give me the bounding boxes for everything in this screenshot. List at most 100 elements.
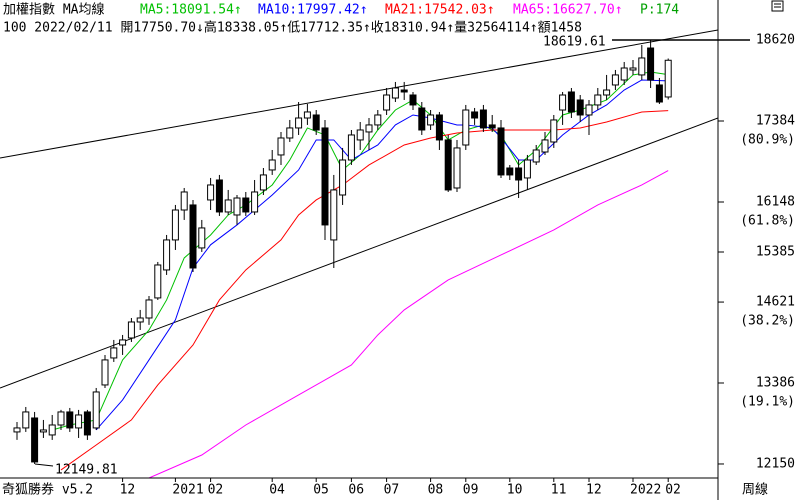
candle-body <box>427 114 435 126</box>
brand: 奇狐勝券 v5.2 <box>2 482 93 498</box>
x-tick-label: 02 <box>665 483 681 498</box>
candle-body <box>515 167 523 181</box>
quote-line: 100 2022/02/11 開17750.70↓高18338.05↑低1771… <box>3 20 582 36</box>
legend-entry: MA65:16627.70↑ <box>513 3 623 18</box>
candle-body <box>471 111 479 119</box>
ratio-label: (38.2%) <box>740 314 795 329</box>
ratio-label: (19.1%) <box>740 394 795 409</box>
candle-body <box>22 411 30 429</box>
candle-body <box>559 94 567 111</box>
candle-body <box>523 159 531 179</box>
candle-body <box>585 104 593 116</box>
candle-body <box>145 299 153 319</box>
candle-body <box>611 74 619 86</box>
candle-body <box>207 184 215 201</box>
x-tick-label: 10 <box>507 483 523 498</box>
candle-body <box>101 359 109 386</box>
candle-body <box>629 67 637 71</box>
x-tick-label: 09 <box>463 483 479 498</box>
candle-body <box>541 139 549 153</box>
candle-body <box>286 127 294 139</box>
candle-body <box>251 191 259 213</box>
candle-body <box>506 167 514 176</box>
candle-body <box>594 94 602 106</box>
candle-body <box>356 129 364 141</box>
x-tick-label: 05 <box>313 483 329 498</box>
legend-entry: MA10:17997.42↑ <box>258 3 368 18</box>
candle-body <box>268 159 276 171</box>
candle-body <box>365 124 373 133</box>
candle-body <box>418 107 426 131</box>
candle-body <box>409 94 417 106</box>
candle-body <box>312 114 320 131</box>
candle-body <box>638 57 646 76</box>
candle-body <box>66 411 74 429</box>
candle-body <box>48 424 56 436</box>
candle-body <box>39 429 47 433</box>
x-tick-label: 12 <box>586 483 602 498</box>
x-tick-label: 08 <box>428 483 444 498</box>
candle-body <box>347 134 355 161</box>
legend-entry: MA21:17542.03↑ <box>385 3 495 18</box>
y-tick-label: 18620 <box>756 33 795 48</box>
y-tick-label: 15385 <box>756 244 795 259</box>
x-tick-label: 12 <box>120 483 136 498</box>
candle-body <box>277 137 285 156</box>
candle-body <box>171 209 179 241</box>
x-tick-label: 2022 <box>630 483 661 498</box>
trend-line <box>0 29 718 159</box>
candle-body <box>127 321 135 339</box>
candle-body <box>532 149 540 163</box>
candle-body <box>110 347 118 359</box>
plot-area <box>0 29 718 478</box>
candle-body <box>647 47 655 81</box>
candle-body <box>13 427 21 433</box>
x-tick-label: 04 <box>269 483 285 498</box>
candle-body <box>603 89 611 96</box>
y-tick-label: 14621 <box>756 295 795 310</box>
high-annotation: 18619.61 <box>543 35 606 50</box>
candle-body <box>488 124 496 129</box>
candle-body <box>383 94 391 111</box>
p-value: P:174 <box>640 3 679 18</box>
candle-body <box>400 89 408 93</box>
candle-body <box>242 197 250 213</box>
candle-body <box>550 119 558 143</box>
candle-body <box>136 317 144 323</box>
candle-body <box>215 179 223 213</box>
y-tick-label: 17384 <box>756 114 795 129</box>
candle-body <box>567 91 575 113</box>
period-label[interactable]: 周線 <box>742 482 768 498</box>
candle-body <box>620 67 628 81</box>
candle-body <box>233 197 241 216</box>
chart-title: 加權指數 MA均線 <box>3 2 104 18</box>
candle-body <box>154 264 162 299</box>
toolbar-icon[interactable] <box>771 0 784 12</box>
y-tick-label: 12150 <box>756 456 795 471</box>
candle-body <box>303 111 311 119</box>
candle-body <box>83 411 91 436</box>
candle-body <box>75 414 83 429</box>
x-tick-label: 02 <box>208 483 224 498</box>
candle-body <box>57 411 65 426</box>
candle-body <box>664 59 672 98</box>
legend-entry: MA5:18091.54↑ <box>140 3 242 18</box>
x-tick-label: 11 <box>551 483 567 498</box>
candle-body <box>321 127 329 226</box>
candle-body <box>479 109 487 129</box>
candle-body <box>189 204 197 269</box>
candle-body <box>655 84 663 103</box>
candle-body <box>339 159 347 196</box>
candle-body <box>180 191 188 211</box>
candle-body <box>576 99 584 116</box>
x-tick-label: 06 <box>348 483 364 498</box>
candle-body <box>462 109 470 146</box>
candle-body <box>391 87 399 99</box>
icon-frame[interactable] <box>771 0 784 12</box>
candle-body <box>497 127 505 176</box>
candle-body <box>374 114 382 126</box>
candle-body <box>453 147 461 189</box>
low-annotation: 12149.81 <box>55 462 118 477</box>
